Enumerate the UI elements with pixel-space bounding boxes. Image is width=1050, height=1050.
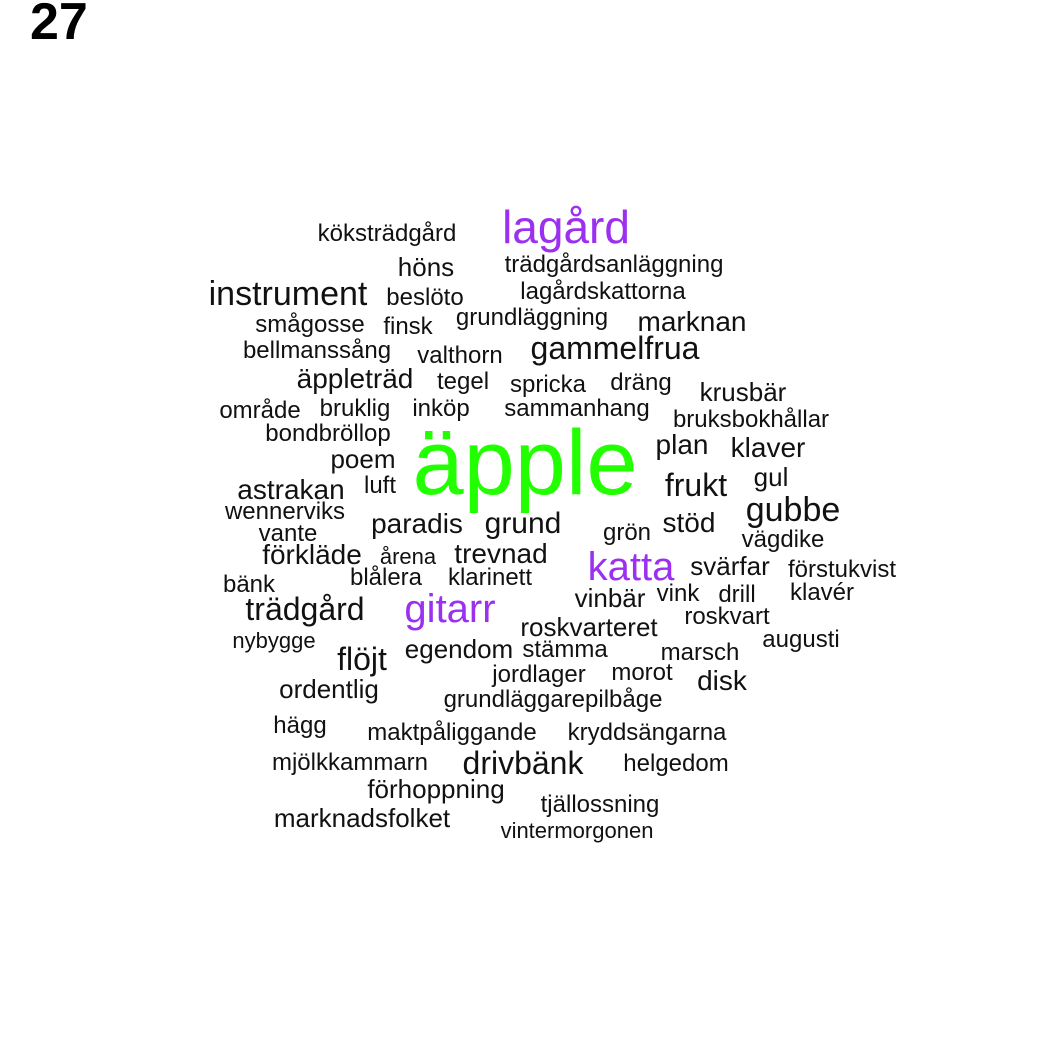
word-24: roskvarteret <box>520 612 658 642</box>
word-23: ordentlig <box>279 674 379 704</box>
word-2: katta <box>587 545 675 589</box>
word-44: bondbröllop <box>265 420 391 447</box>
word-62: roskvart <box>684 603 770 630</box>
word-19: klaver <box>730 432 806 463</box>
word-29: beslöto <box>386 284 464 311</box>
word-12: äppleträd <box>296 363 414 394</box>
word-18: plan <box>655 429 709 460</box>
word-49: vante <box>258 520 318 547</box>
word-48: wennerviks <box>224 498 346 525</box>
word-10: drivbänk <box>462 745 584 781</box>
word-33: grundläggning <box>455 304 609 331</box>
word-51: vägdike <box>741 526 825 553</box>
word-7: frukt <box>664 467 728 503</box>
word-46: gul <box>753 462 789 492</box>
word-6: gammelfrua <box>530 330 700 366</box>
word-50: grön <box>602 519 652 546</box>
word-39: område <box>219 397 301 424</box>
word-35: valthorn <box>417 342 503 369</box>
word-31: smågosse <box>255 311 365 338</box>
word-9: flöjt <box>337 641 387 677</box>
word-41: inköp <box>412 395 470 422</box>
word-57: klarinett <box>447 564 533 591</box>
word-17: förkläde <box>262 539 362 570</box>
word-15: paradis <box>371 508 463 539</box>
word-67: jordlager <box>492 661 586 688</box>
word-77: marknadsfolket <box>273 803 451 833</box>
word-68: morot <box>611 659 673 686</box>
word-54: förstukvist <box>787 556 897 583</box>
word-60: drill <box>718 581 756 608</box>
word-21: disk <box>697 665 747 696</box>
word-16: trevnad <box>454 538 548 569</box>
word-22: krusbär <box>699 377 787 407</box>
word-73: mjölkkammarn <box>271 749 429 776</box>
word-3: gitarr <box>404 587 496 631</box>
word-78: vintermorgonen <box>500 818 654 843</box>
word-34: bellmanssång <box>242 337 392 364</box>
word-28: trädgårdsanläggning <box>504 251 724 278</box>
word-1: lagård <box>502 201 630 253</box>
word-72: kryddsängarna <box>567 719 727 746</box>
word-58: vinbär <box>574 583 646 613</box>
word-32: finsk <box>383 313 433 340</box>
word-59: vink <box>656 580 700 607</box>
word-71: maktpåliggande <box>367 719 537 746</box>
word-26: köksträdgård <box>317 220 457 247</box>
word-40: bruklig <box>319 395 391 422</box>
word-47: luft <box>363 472 397 499</box>
word-8: trädgård <box>245 591 365 627</box>
word-69: grundläggarepilbåge <box>443 686 663 713</box>
word-36: tegel <box>436 368 490 395</box>
word-52: årena <box>379 544 437 569</box>
word-64: stämma <box>522 636 608 663</box>
word-37: spricka <box>509 371 587 398</box>
word-63: nybygge <box>232 628 316 653</box>
word-61: klavér <box>789 579 855 606</box>
word-30: lagårdskattorna <box>520 278 686 305</box>
word-65: augusti <box>762 626 840 653</box>
word-75: förhoppning <box>367 774 505 804</box>
word-45: poem <box>330 444 396 474</box>
word-11: marknan <box>637 306 747 337</box>
word-5: gubbe <box>745 491 841 529</box>
word-43: bruksbokhållar <box>672 406 830 433</box>
word-4: instrument <box>208 275 368 313</box>
word-56: blålera <box>349 564 423 591</box>
word-14: stöd <box>662 507 716 538</box>
word-76: tjällossning <box>540 791 660 818</box>
word-38: dräng <box>610 369 672 396</box>
word-55: bänk <box>222 571 276 598</box>
word-70: hägg <box>273 712 327 739</box>
word-0: äpple <box>412 412 638 514</box>
word-13: grund <box>484 507 562 540</box>
page-number: 27 <box>30 0 88 51</box>
word-66: marsch <box>660 639 740 666</box>
word-53: svärfar <box>690 551 770 581</box>
word-27: höns <box>397 252 455 282</box>
word-20: astrakan <box>237 474 345 505</box>
word-42: sammanhang <box>504 395 650 422</box>
word-74: helgedom <box>623 750 729 777</box>
word-25: egendom <box>404 634 514 664</box>
